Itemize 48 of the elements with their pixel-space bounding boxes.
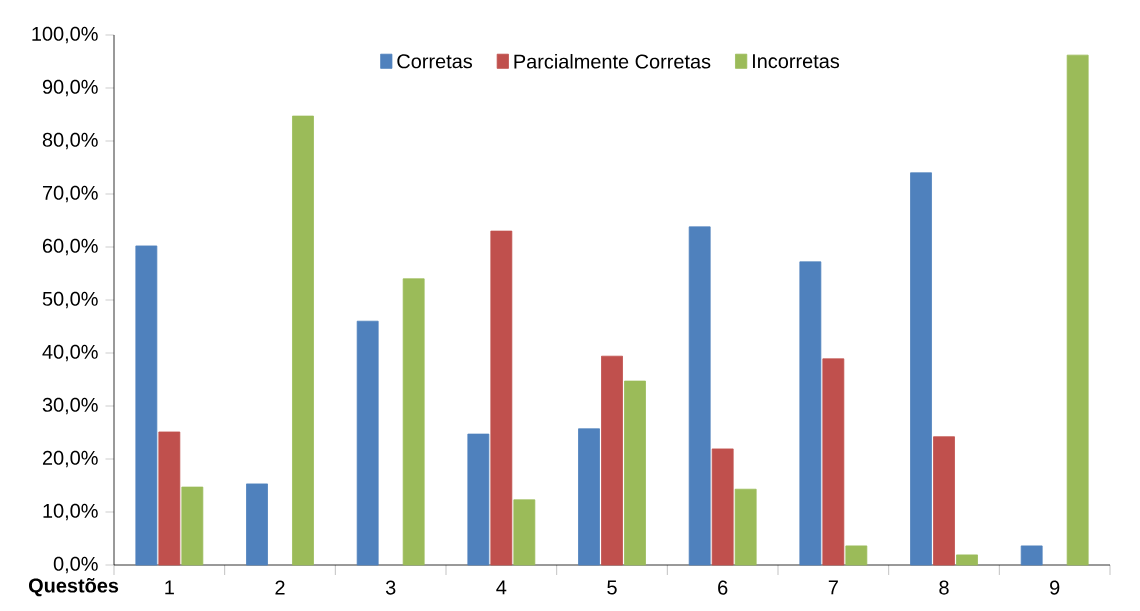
x-tick-label: 2 [275,580,285,595]
bar [688,226,711,566]
legend-label: Parcialmente Corretas [514,53,711,69]
bar [246,483,268,566]
bar [578,428,600,566]
bar [799,261,822,566]
bar [402,278,425,566]
x-tick-label: 7 [828,580,838,595]
bar [181,486,204,566]
x-tick-label: 4 [496,580,507,595]
bar [601,355,623,566]
bar [490,230,513,566]
bar [933,436,955,566]
legend-label: Corretas [397,54,473,69]
y-tick-label: 90,0% [42,79,98,97]
x-tick-label: 1 [165,580,174,595]
bar [467,433,490,566]
x-tick-label: 5 [607,580,617,595]
bar [1066,54,1089,566]
x-tick-label: 3 [385,580,396,595]
bar [158,431,181,566]
bar [292,115,314,566]
x-tick-label: 9 [1050,580,1060,595]
bar [956,554,978,566]
bar [845,545,868,566]
y-tick-label: 30,0% [42,397,98,415]
bar [711,448,734,566]
y-tick-label: 40,0% [42,344,98,362]
y-tick-label: 80,0% [42,132,98,150]
bar [513,499,536,566]
bar [624,380,646,566]
y-tick-label: 50,0% [42,291,98,309]
x-axis-title: Questões [28,578,119,597]
y-tick-label: 60,0% [42,238,98,256]
legend-label: Incorretas [753,54,840,69]
bar [1020,545,1043,566]
bar [734,488,757,566]
x-tick-label: 6 [718,580,728,595]
x-tick-label: 8 [939,580,949,595]
y-tick-label: 10,0% [43,503,98,521]
bar [910,172,932,566]
y-tick-label: 0,0% [53,556,98,574]
y-tick-label: 100,0% [32,26,98,44]
y-tick-label: 70,0% [42,185,98,203]
bar [356,320,379,566]
y-tick-label: 20,0% [42,450,98,468]
bar [822,358,845,566]
bar [135,245,158,566]
